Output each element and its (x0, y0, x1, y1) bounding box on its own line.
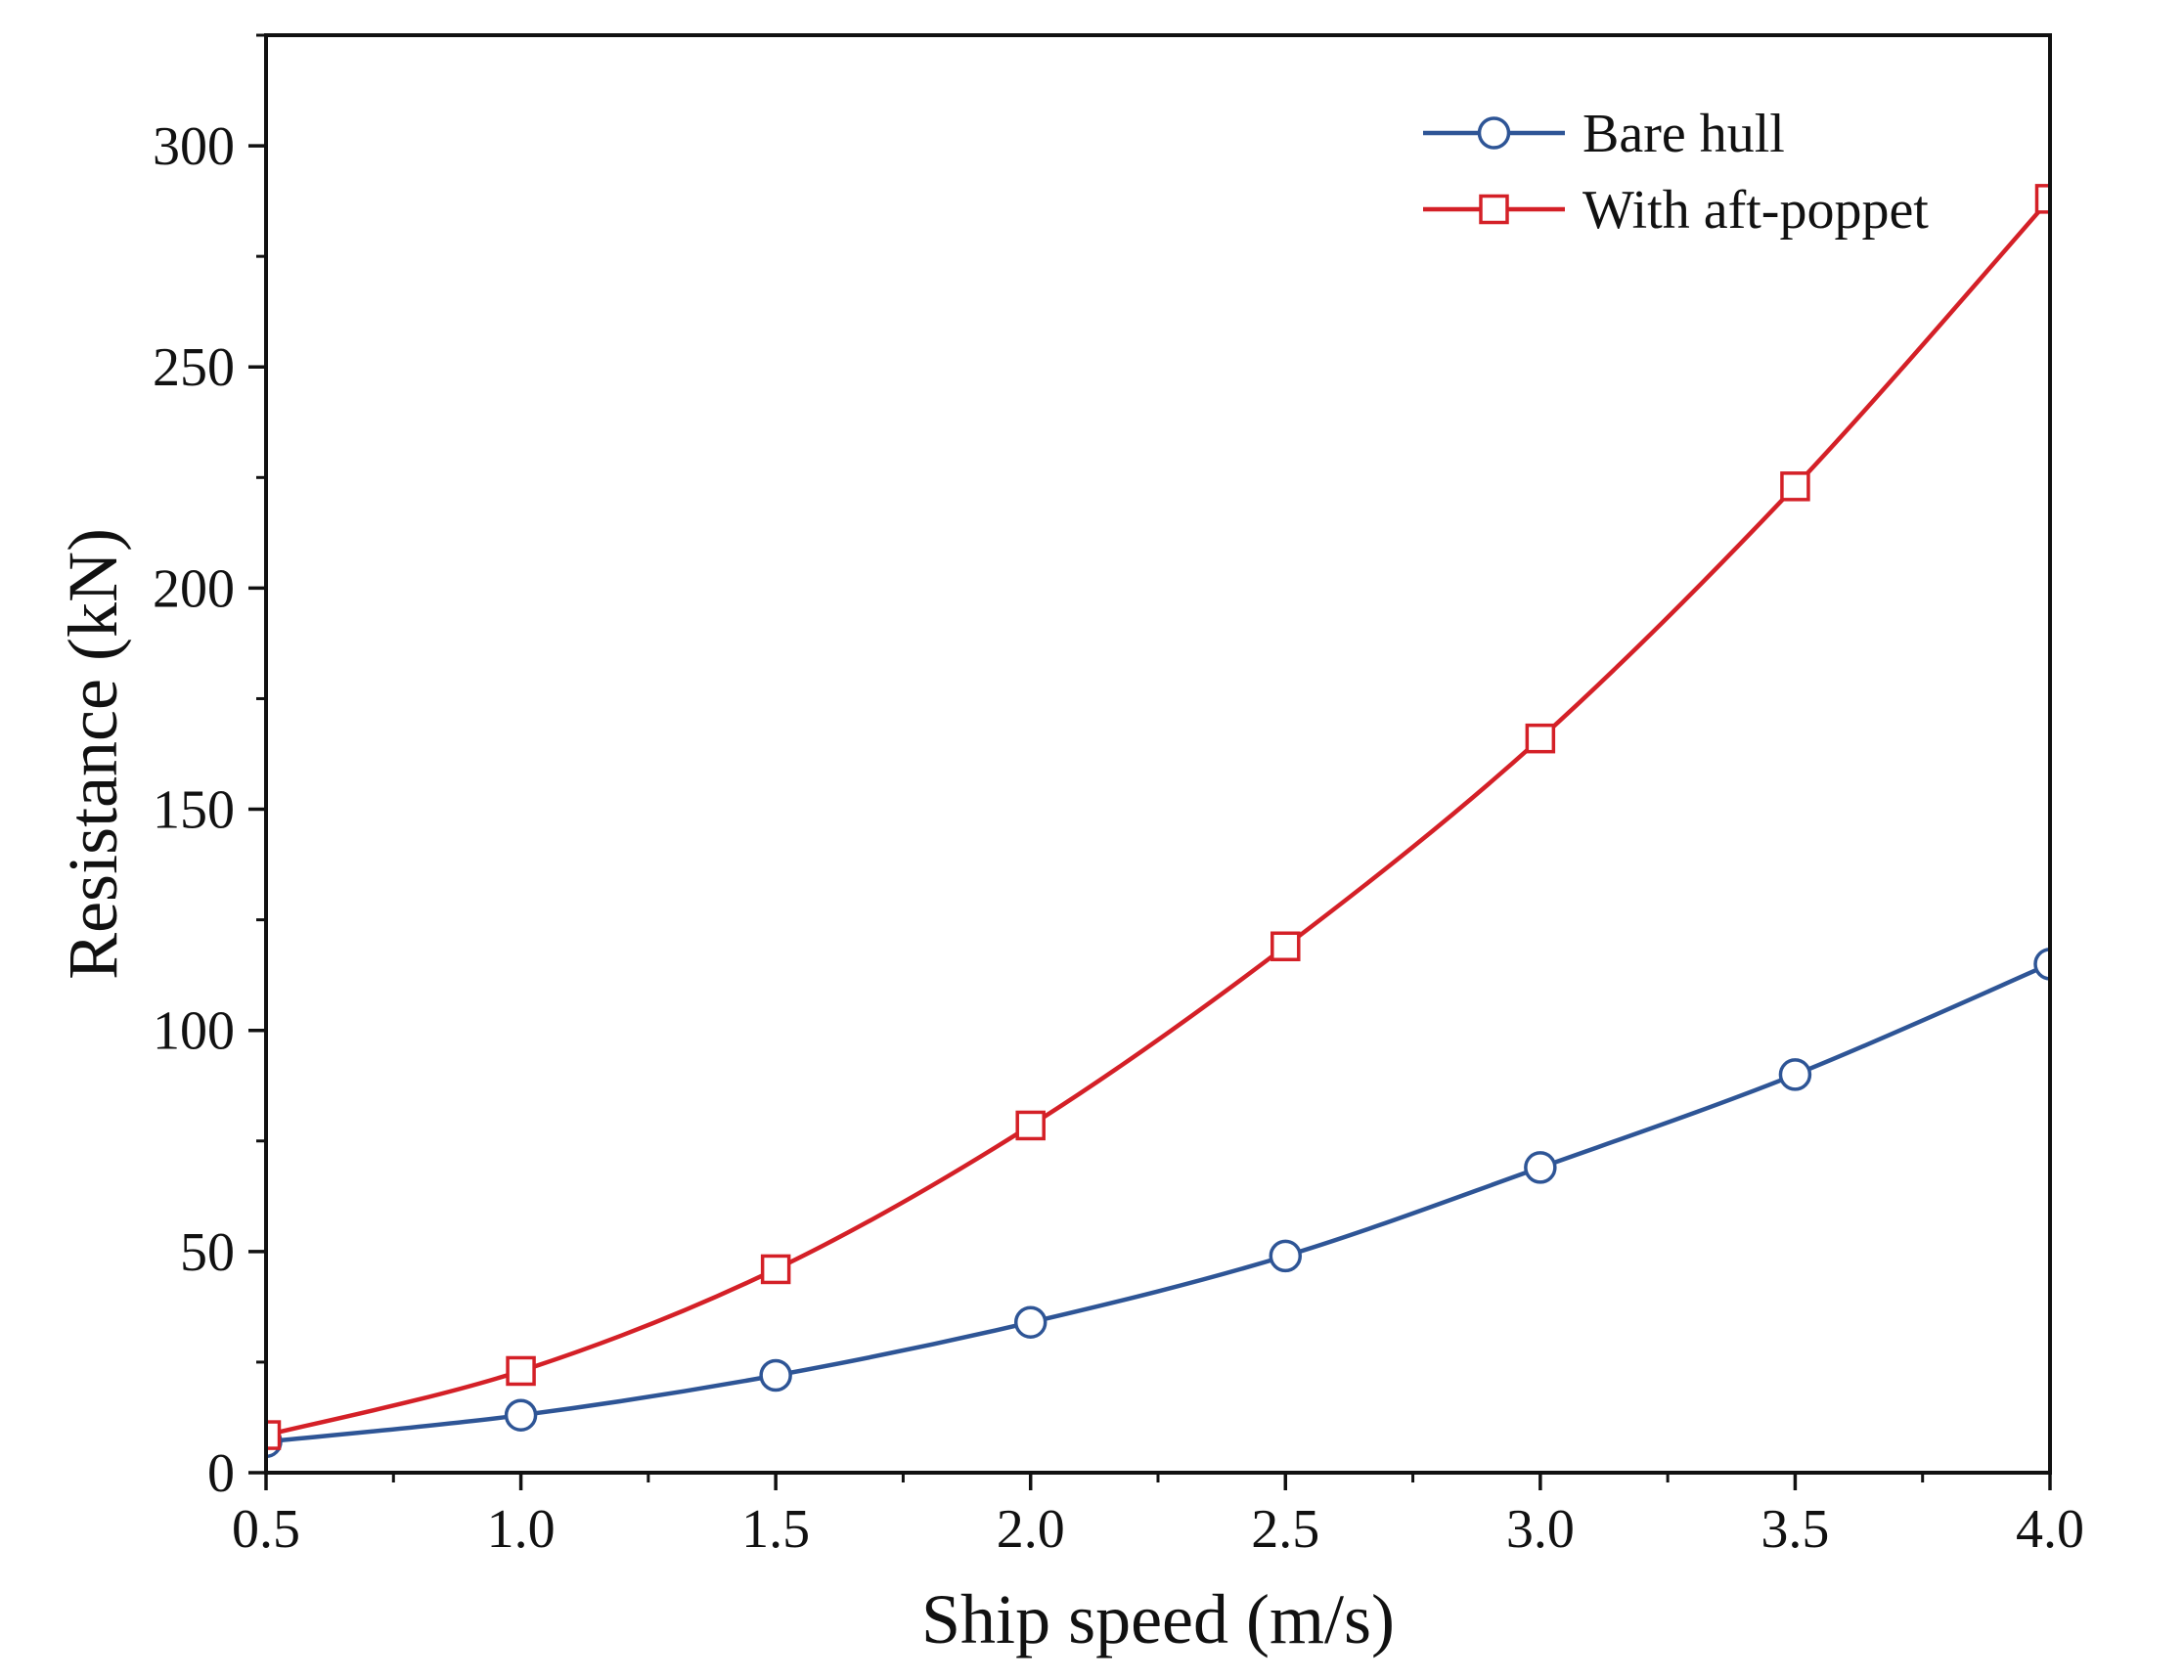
data-point-bare-hull-1 (504, 1398, 538, 1432)
legend-label-bare-hull: Bare hull (1582, 104, 1785, 164)
x-tick-label: 1.5 (741, 1499, 810, 1560)
data-point-with-aft-poppet-0.5 (266, 1420, 282, 1450)
x-tick-label: 0.5 (232, 1499, 300, 1560)
series-line-with-aft-poppet (266, 197, 2050, 1437)
data-point-with-aft-poppet-4 (2034, 184, 2050, 214)
plot-frame (264, 33, 2052, 1475)
y-tick-label: 150 (153, 780, 235, 841)
data-point-with-aft-poppet-1.5 (760, 1254, 791, 1285)
y-tick-label: 100 (153, 1001, 235, 1062)
data-point-bare-hull-3 (1524, 1151, 1557, 1184)
legend-item-bare-hull: Bare hull (1423, 104, 1785, 164)
legend: Bare hull With aft-poppet (1423, 104, 1929, 241)
series-line-bare-hull (266, 961, 2050, 1444)
legend-marker-bare-hull (1477, 116, 1511, 150)
y-tick-label: 250 (153, 337, 235, 398)
y-tick-label: 200 (153, 558, 235, 619)
data-point-with-aft-poppet-3.5 (1780, 471, 1810, 502)
y-tick-label: 50 (180, 1222, 235, 1283)
data-point-with-aft-poppet-2.5 (1270, 931, 1301, 962)
data-point-bare-hull-2.5 (1269, 1239, 1303, 1273)
data-point-with-aft-poppet-2 (1015, 1110, 1046, 1141)
plot-area (266, 184, 2050, 1459)
data-point-bare-hull-2 (1013, 1305, 1047, 1339)
x-tick-label: 2.0 (997, 1499, 1065, 1560)
data-point-with-aft-poppet-1 (506, 1355, 536, 1387)
x-tick-label: 2.5 (1251, 1499, 1319, 1560)
legend-marker-with-aft-poppet (1479, 194, 1509, 225)
legend-item-with-aft-poppet: With aft-poppet (1423, 180, 1929, 241)
data-point-bare-hull-1.5 (759, 1358, 792, 1393)
y-axis-title: Resistance (kN) (54, 528, 132, 980)
x-tick-label: 4.0 (2016, 1499, 2084, 1560)
x-axis-title: Ship speed (m/s) (921, 1580, 1395, 1658)
data-point-bare-hull-4 (2033, 948, 2050, 981)
legend-label-with-aft-poppet: With aft-poppet (1582, 180, 1929, 241)
data-point-bare-hull-3.5 (1778, 1058, 1812, 1091)
data-point-with-aft-poppet-3 (1525, 723, 1556, 754)
y-tick-label: 0 (207, 1443, 235, 1504)
y-tick-label: 300 (153, 116, 235, 177)
x-tick-label: 3.0 (1506, 1499, 1575, 1560)
axes-layer: 0.5 1.0 1.5 2.0 2.5 3.0 3.5 4.0 0 50 100 150 200 250 3… (54, 33, 2084, 1658)
x-tick-label: 1.0 (487, 1499, 556, 1560)
x-tick-label: 3.5 (1761, 1499, 1829, 1560)
marks-layer (266, 184, 2050, 1459)
